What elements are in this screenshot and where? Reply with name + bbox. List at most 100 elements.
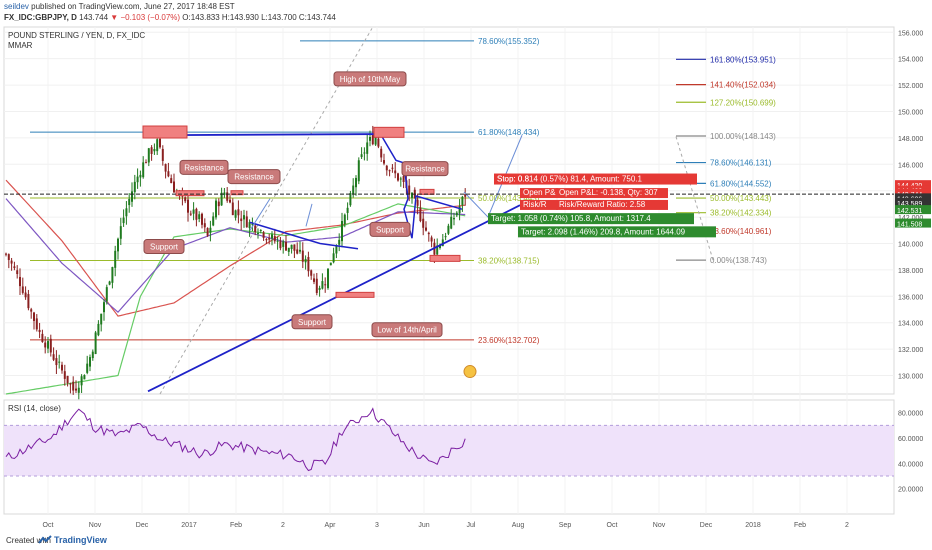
risk-short bbox=[520, 199, 558, 210]
candle-body bbox=[170, 178, 173, 184]
candle-body bbox=[245, 216, 248, 228]
candle-body bbox=[425, 227, 427, 231]
candle-body bbox=[41, 333, 44, 342]
candle-body bbox=[103, 302, 105, 313]
published-text: published on TradingView.com, June 27, 2… bbox=[31, 2, 235, 11]
candle-body bbox=[117, 238, 119, 252]
candle-body bbox=[259, 229, 262, 231]
candle-body bbox=[380, 148, 383, 158]
annotation-callout bbox=[143, 239, 185, 255]
fib-level-label: 38.20%(138.715) bbox=[478, 256, 540, 265]
annotation-text: Low of 14th/April bbox=[377, 326, 437, 335]
candle-body bbox=[77, 387, 80, 393]
projection-arrow bbox=[249, 198, 271, 231]
y-tick-label: 152.000 bbox=[898, 83, 923, 90]
target-order-1 bbox=[488, 213, 694, 225]
candle-body bbox=[355, 177, 357, 188]
candle-body bbox=[458, 206, 461, 214]
candle-body bbox=[321, 281, 324, 289]
candle-body bbox=[139, 174, 142, 178]
candle-body bbox=[153, 149, 156, 152]
candle-body bbox=[262, 232, 265, 238]
candle-body bbox=[44, 342, 47, 348]
candle-body bbox=[217, 201, 220, 207]
candle-body bbox=[5, 253, 7, 255]
target-order-1-text: Target: 1.058 (0.74%) 105.8, Amount: 131… bbox=[491, 214, 651, 223]
dashed-guide-line bbox=[159, 28, 373, 395]
candle-body bbox=[436, 245, 439, 255]
candle-body bbox=[310, 270, 313, 276]
last-price: 143.744 bbox=[79, 13, 109, 22]
trendline-pattern bbox=[381, 136, 463, 239]
candle-body bbox=[285, 241, 287, 251]
candle-body bbox=[377, 138, 380, 147]
candle-body bbox=[111, 267, 114, 283]
candle-body bbox=[206, 228, 209, 236]
candle-body bbox=[371, 135, 374, 145]
fib-level-label: 50.00%(143.443) bbox=[478, 194, 540, 203]
publish-line: seildev published on TradingView.com, Ju… bbox=[4, 2, 235, 11]
y-tick-label: 150.000 bbox=[898, 109, 923, 116]
y-tick-label: 140.000 bbox=[898, 242, 923, 249]
price-axis-tag-text: 141.508 bbox=[897, 222, 922, 229]
candle-body bbox=[394, 170, 397, 174]
candle-body bbox=[453, 218, 455, 220]
x-tick-label: Nov bbox=[89, 522, 102, 529]
candle-body bbox=[212, 216, 215, 226]
chart-canvas[interactable]: 130.000 132.000 134.000 136.000 138.000 140.0… bbox=[0, 24, 932, 531]
candle-body bbox=[108, 281, 111, 285]
fib-level-label: 23.60%(132.702) bbox=[478, 336, 540, 345]
trendline-channel bbox=[249, 221, 359, 250]
annotation-callout bbox=[179, 159, 229, 175]
candle-body bbox=[444, 236, 447, 238]
candle-body bbox=[402, 176, 405, 183]
candle-body bbox=[119, 226, 122, 239]
annotation-text: Support bbox=[298, 318, 327, 327]
candle-body bbox=[461, 196, 464, 206]
candle-body bbox=[248, 222, 251, 229]
candle-body bbox=[167, 171, 170, 177]
candle-body bbox=[133, 181, 136, 193]
tradingview-logo-icon bbox=[38, 535, 52, 544]
price-axis-tag bbox=[895, 205, 931, 215]
candle-body bbox=[419, 207, 422, 222]
price-change: −0.103 (−0.07%) bbox=[120, 13, 181, 22]
candle-body bbox=[422, 218, 425, 228]
footer: Created with TradingView bbox=[0, 531, 932, 550]
candle-body bbox=[464, 193, 467, 197]
y-tick-label: 130.000 bbox=[898, 374, 923, 381]
y-tick-label: 154.000 bbox=[898, 57, 923, 64]
x-tick-label: Oct bbox=[607, 522, 618, 529]
stop-order-text: Stop: 0.814 (0.57%) 81.4, Amount: 750.1 bbox=[497, 175, 643, 184]
created-with-text: Created with bbox=[6, 536, 51, 545]
candle-body bbox=[187, 199, 189, 213]
candle-body bbox=[35, 318, 38, 330]
highlight-zone bbox=[373, 126, 405, 138]
annotation-callout bbox=[369, 221, 411, 237]
candle-body bbox=[52, 354, 55, 360]
candle-body bbox=[19, 276, 21, 287]
candle-body bbox=[30, 309, 33, 312]
candle-body bbox=[159, 138, 161, 148]
candle-body bbox=[411, 192, 413, 198]
author-link[interactable]: seildev bbox=[4, 2, 29, 11]
candle-body bbox=[234, 210, 237, 218]
candle-body bbox=[324, 284, 327, 286]
candle-body bbox=[49, 338, 52, 353]
tradingview-brand[interactable]: TradingView bbox=[54, 535, 107, 545]
candle-body bbox=[201, 213, 203, 225]
candle-body bbox=[327, 268, 329, 289]
candle-body bbox=[189, 213, 192, 215]
candle-body bbox=[13, 266, 16, 269]
y-tick-label: 138.000 bbox=[898, 268, 923, 275]
candle-body bbox=[27, 294, 30, 309]
candle-body bbox=[125, 208, 128, 217]
candle-body bbox=[173, 181, 175, 193]
candle-body bbox=[335, 245, 338, 254]
highlight-zone bbox=[230, 190, 244, 196]
candle-body bbox=[229, 199, 231, 203]
candle-body bbox=[72, 381, 75, 391]
candle-body bbox=[61, 364, 63, 371]
open-pnl-short bbox=[520, 188, 558, 199]
close-value: C:143.744 bbox=[298, 13, 336, 22]
